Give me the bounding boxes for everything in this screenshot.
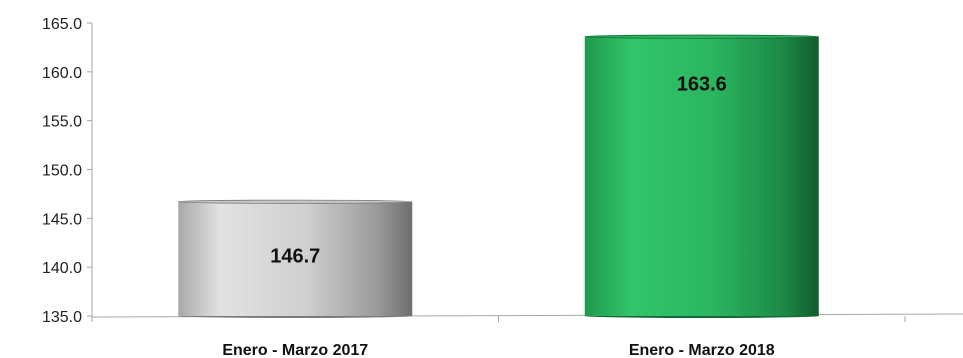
y-tick-label: 140.0 bbox=[42, 260, 82, 277]
x-tick-label: Enero - Marzo 2018 bbox=[629, 342, 775, 358]
y-tick-label: 165.0 bbox=[42, 16, 82, 33]
bar bbox=[584, 36, 819, 316]
y-tick-label: 155.0 bbox=[42, 114, 82, 131]
y-tick-label: 135.0 bbox=[42, 309, 82, 326]
bars bbox=[177, 34, 820, 318]
bar bbox=[178, 201, 413, 316]
y-axis: 135.0 140.0 145.0 150.0 155.0 160.0 165.0 bbox=[42, 16, 93, 326]
bar-top bbox=[584, 34, 820, 39]
bar-top bbox=[177, 199, 413, 204]
data-label: 163.6 bbox=[677, 74, 727, 96]
data-label: 146.7 bbox=[270, 245, 320, 267]
y-tick-label: 145.0 bbox=[42, 211, 82, 228]
x-tick-label: Enero - Marzo 2017 bbox=[222, 342, 368, 358]
y-tick-label: 160.0 bbox=[42, 65, 82, 82]
y-tick-label: 150.0 bbox=[42, 163, 82, 180]
data-labels: 146.7 Enero - Marzo 2017 163.6 Enero - Marz… bbox=[222, 74, 774, 358]
